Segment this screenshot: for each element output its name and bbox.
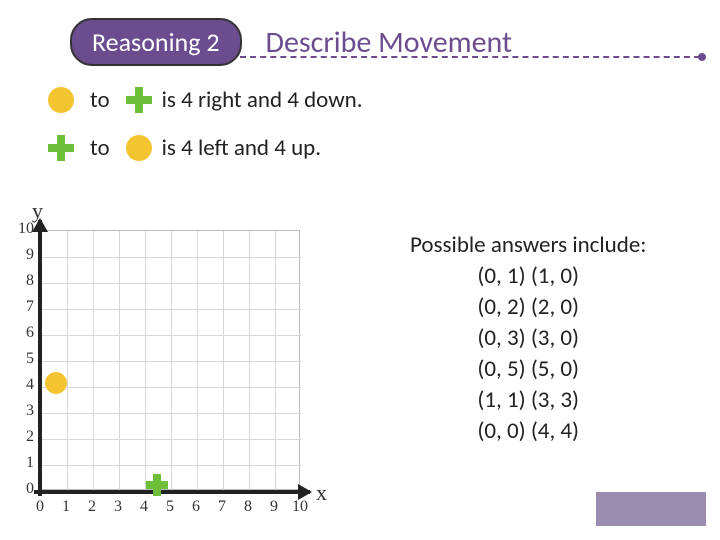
answer-row: (0, 0) (4, 4) xyxy=(410,416,646,447)
cross-icon xyxy=(126,87,152,113)
y-tick: 2 xyxy=(8,428,34,446)
badge: Reasoning 2 xyxy=(70,18,242,66)
y-tick: 1 xyxy=(8,454,34,472)
answers-heading: Possible answers include: xyxy=(410,230,646,261)
statement-text: is 4 left and 4 up. xyxy=(162,134,321,162)
answer-row: (0, 3) (3, 0) xyxy=(410,323,646,354)
x-axis xyxy=(34,490,310,494)
to-word: to xyxy=(90,134,110,162)
y-tick: 5 xyxy=(8,350,34,368)
grid xyxy=(40,230,300,490)
statement-2: to is 4 left and 4 up. xyxy=(38,134,720,162)
y-axis xyxy=(38,220,42,496)
coordinate-grid: y x 012345678910 012345678910 xyxy=(0,210,330,520)
circle-marker xyxy=(45,372,67,394)
cross-marker xyxy=(146,474,168,496)
y-tick: 9 xyxy=(8,246,34,264)
x-tick: 3 xyxy=(108,498,128,516)
answer-row: (1, 1) (3, 3) xyxy=(410,385,646,416)
x-tick: 4 xyxy=(134,498,154,516)
page-title: Describe Movement xyxy=(266,24,513,61)
x-tick: 7 xyxy=(212,498,232,516)
y-tick: 3 xyxy=(8,402,34,420)
x-tick: 0 xyxy=(30,498,50,516)
markers xyxy=(0,210,330,232)
to-word: to xyxy=(90,86,110,114)
answer-row: (0, 5) (5, 0) xyxy=(410,354,646,385)
x-axis-label: x xyxy=(316,480,327,506)
y-tick: 10 xyxy=(8,220,34,238)
x-tick: 10 xyxy=(290,498,310,516)
statement-1: to is 4 right and 4 down. xyxy=(38,86,720,114)
circle-icon xyxy=(126,135,152,161)
x-tick: 2 xyxy=(82,498,102,516)
y-tick: 8 xyxy=(8,272,34,290)
y-tick: 0 xyxy=(8,480,34,498)
x-tick: 5 xyxy=(160,498,180,516)
x-tick: 6 xyxy=(186,498,206,516)
cross-icon xyxy=(48,135,74,161)
x-tick: 1 xyxy=(56,498,76,516)
title-underline xyxy=(240,56,700,58)
y-tick: 7 xyxy=(8,298,34,316)
answer-row: (0, 2) (2, 0) xyxy=(410,292,646,323)
x-tick: 8 xyxy=(238,498,258,516)
answers-block: Possible answers include: (0, 1) (1, 0)(… xyxy=(410,230,646,447)
x-tick: 9 xyxy=(264,498,284,516)
footer-box xyxy=(596,492,706,526)
statement-text: is 4 right and 4 down. xyxy=(162,86,363,114)
answer-row: (0, 1) (1, 0) xyxy=(410,261,646,292)
y-tick: 4 xyxy=(8,376,34,394)
circle-icon xyxy=(48,87,74,113)
y-tick: 6 xyxy=(8,324,34,342)
